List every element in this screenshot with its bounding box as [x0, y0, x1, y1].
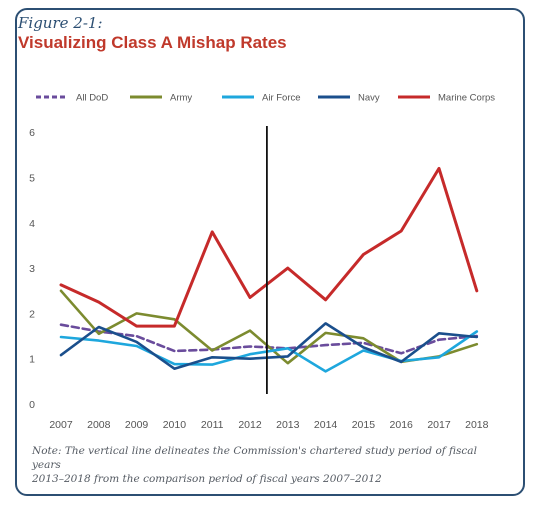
- x-tick-label: 2012: [238, 419, 262, 431]
- y-tick-label: 5: [29, 173, 35, 185]
- chart-note: Note: The vertical line delineates the C…: [32, 444, 482, 486]
- x-tick-label: 2016: [390, 419, 414, 431]
- chart-note-line-1: Note: The vertical line delineates the C…: [32, 445, 477, 471]
- series-line: [59, 322, 479, 371]
- series-line: [59, 166, 479, 328]
- y-tick-label: 6: [29, 127, 35, 139]
- legend-label: All DoD: [76, 93, 108, 104]
- y-tick-label: 1: [29, 354, 35, 366]
- y-tick-label: 4: [29, 218, 35, 230]
- y-tick-label: 3: [29, 263, 35, 275]
- legend-label: Air Force: [262, 93, 301, 104]
- x-tick-label: 2007: [49, 419, 73, 431]
- x-tick-label: 2009: [125, 419, 149, 431]
- series-line: [59, 330, 479, 373]
- series-line: [59, 323, 479, 355]
- legend-label: Marine Corps: [438, 93, 495, 104]
- figure-card: [15, 8, 525, 496]
- legend-label: Navy: [358, 93, 380, 104]
- legend-label: Army: [170, 93, 192, 104]
- x-tick-label: 2017: [427, 419, 451, 431]
- chart-note-line-2: 2013–2018 from the comparison period of …: [32, 473, 382, 485]
- chart-title: Visualizing Class A Mishap Rates: [18, 33, 287, 52]
- x-tick-label: 2011: [201, 419, 224, 431]
- x-tick-label: 2008: [87, 419, 111, 431]
- x-tick-label: 2013: [276, 419, 300, 431]
- x-tick-label: 2018: [465, 419, 489, 431]
- x-tick-label: 2010: [163, 419, 187, 431]
- x-tick-label: 2014: [314, 419, 338, 431]
- y-tick-label: 2: [29, 308, 35, 320]
- y-tick-label: 0: [29, 399, 35, 411]
- figure-label: Figure 2-1:: [18, 14, 103, 32]
- x-tick-label: 2015: [352, 419, 376, 431]
